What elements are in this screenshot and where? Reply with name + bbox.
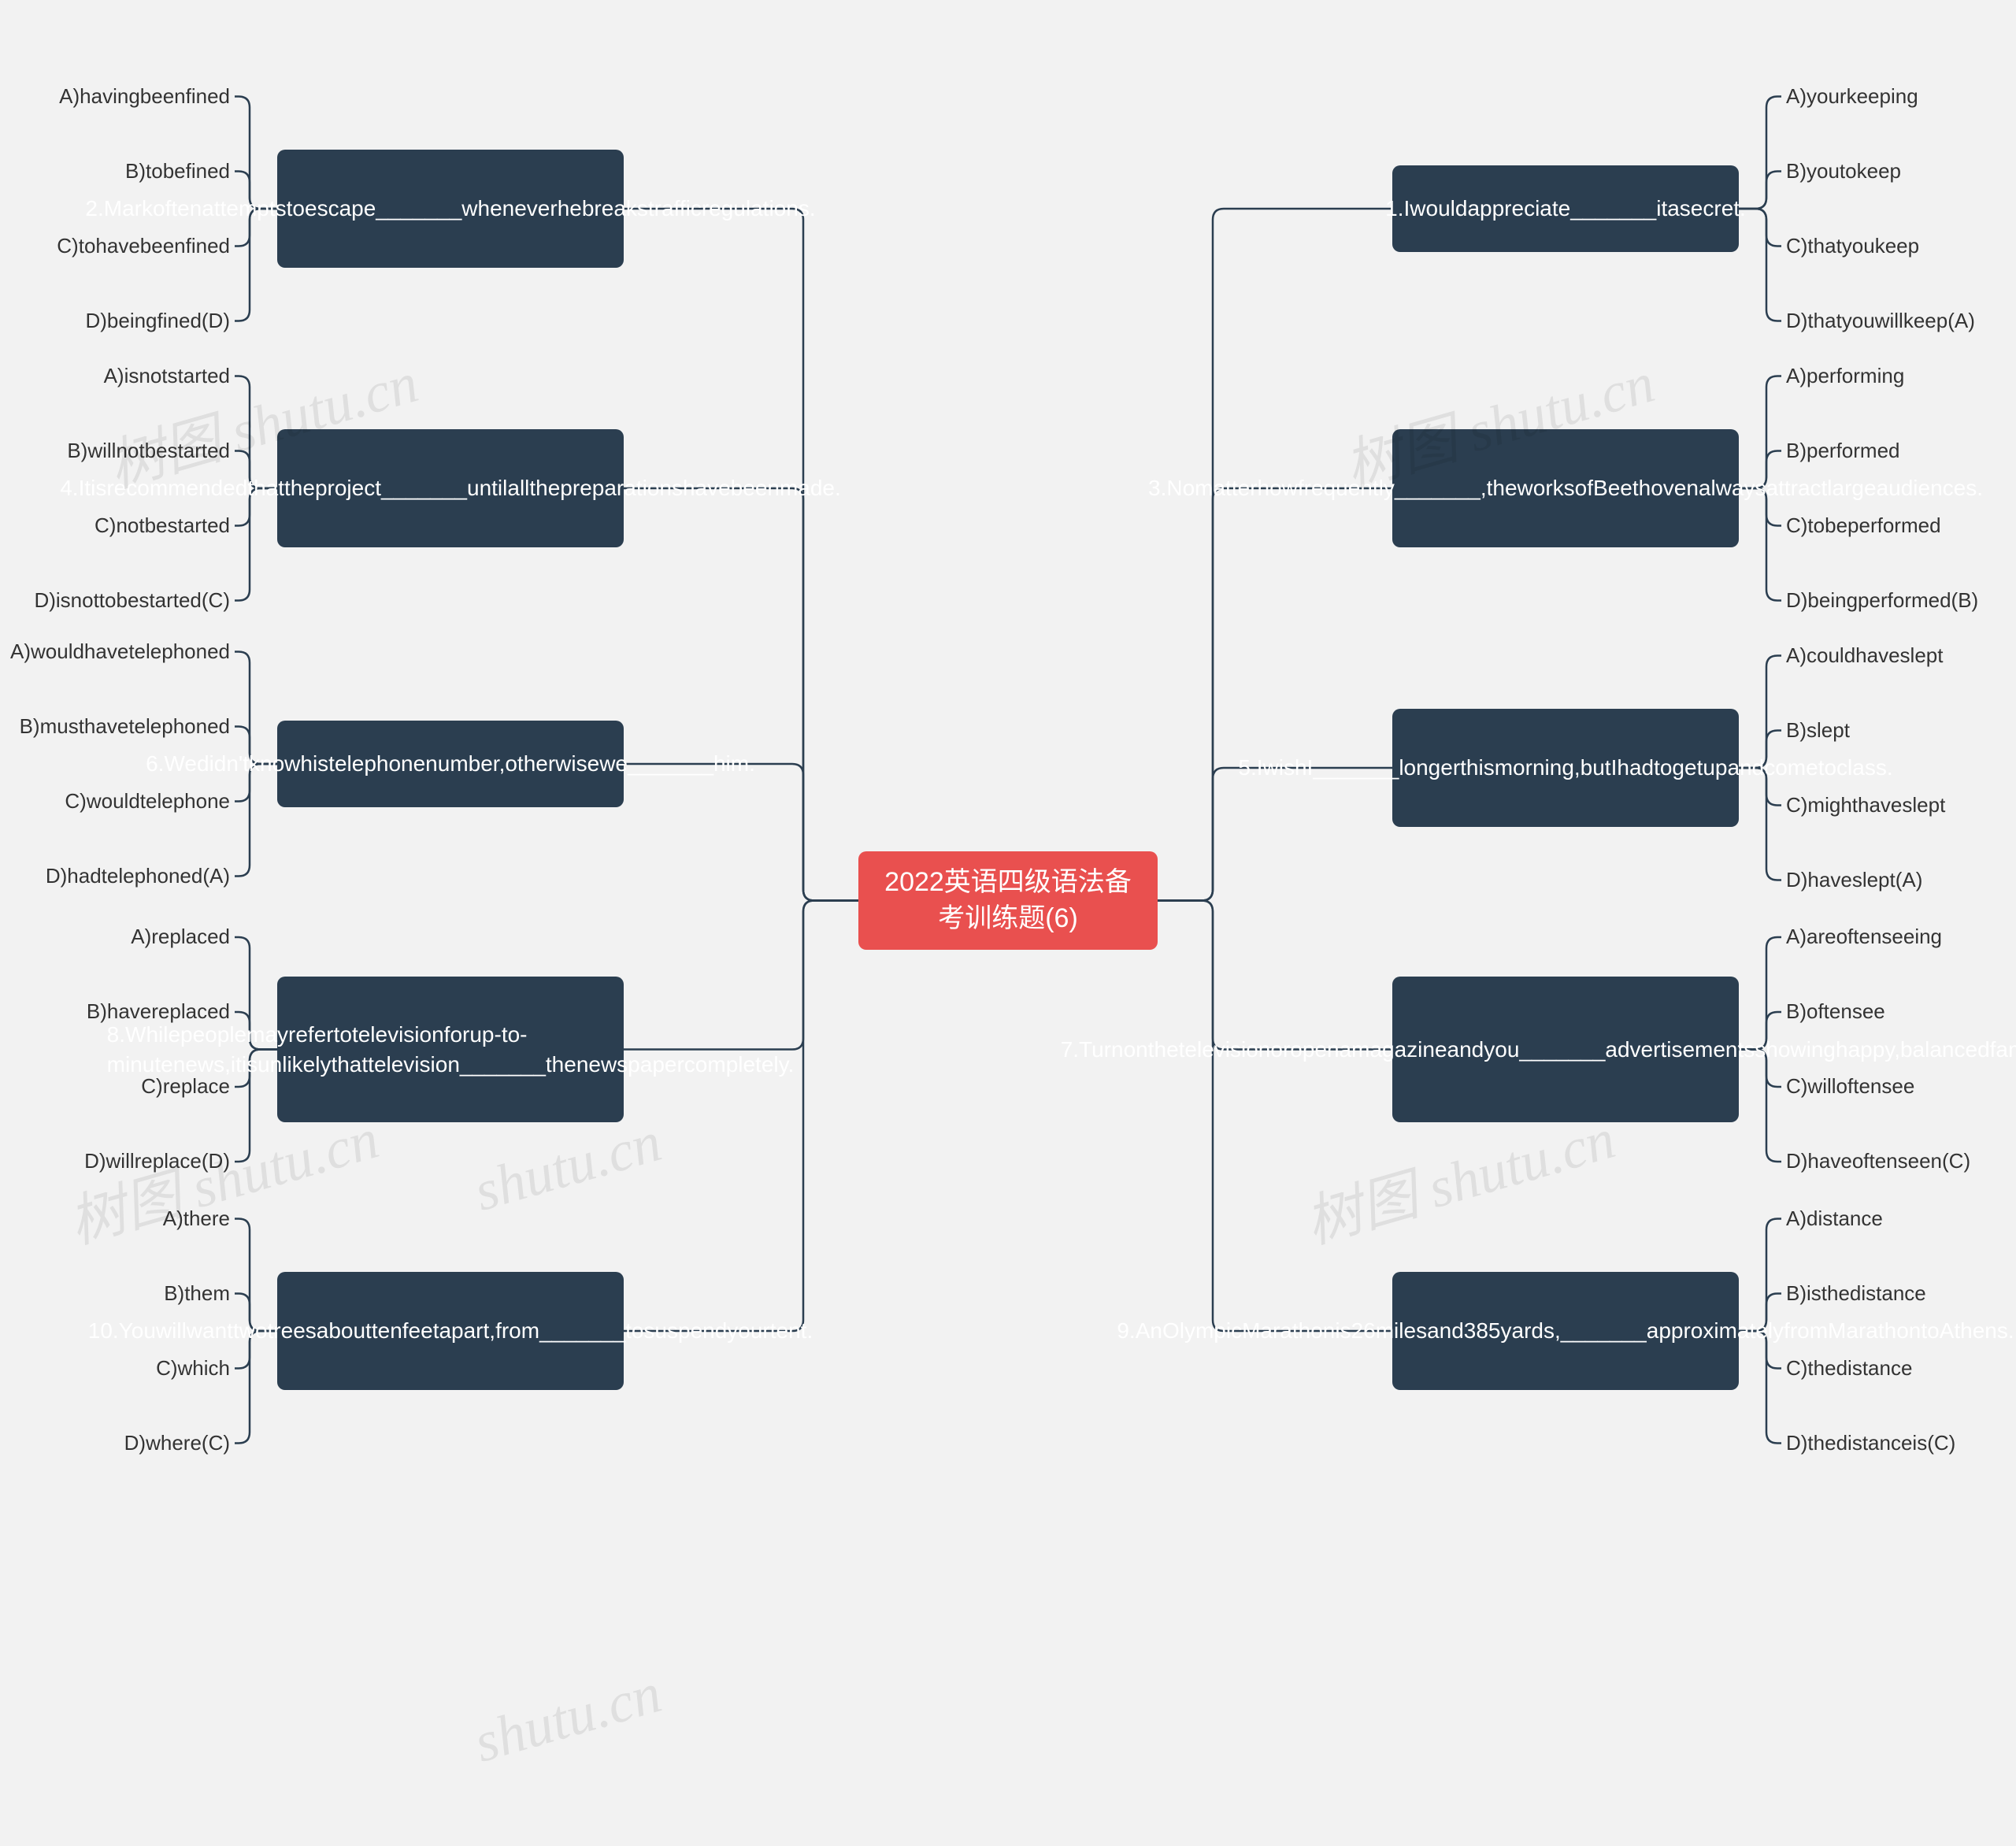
watermark: shutu.cn [467,1109,668,1224]
branch-node: 10.Youwillwanttwotreesabouttenfeetapart,… [277,1272,624,1390]
branch-label: 1.Iwouldappreciate_______itasecret. [1385,194,1746,224]
leaf-node: C)which [156,1356,230,1381]
branch-node: 4.Itisrecommendedthattheproject_______un… [277,429,624,547]
leaf-node: B)performed [1786,439,1900,463]
leaf-node: C)wouldtelephone [65,789,230,814]
leaf-node: B)havereplaced [87,999,230,1024]
leaf-node: D)haveslept(A) [1786,868,1922,892]
branch-label: 3.Nomatterhowfrequently_______,theworkso… [1148,473,1983,503]
leaf-node: A)performing [1786,364,1904,388]
branch-node: 6.Wedidn'tknowhistelephonenumber,otherwi… [277,721,624,807]
leaf-node: B)oftensee [1786,999,1885,1024]
leaf-node: C)willoftensee [1786,1074,1914,1099]
leaf-node: A)yourkeeping [1786,84,1918,109]
leaf-node: A)havingbeenfined [59,84,230,109]
leaf-node: C)mighthaveslept [1786,793,1945,817]
leaf-node: C)notbestarted [94,513,230,538]
leaf-node: C)thedistance [1786,1356,1912,1381]
watermark: shutu.cn [467,1660,668,1775]
branch-node: 7.Turnonthetelevisionoropenamagazineandy… [1392,977,1739,1122]
leaf-node: A)wouldhavetelephoned [10,639,230,664]
branch-label: 10.Youwillwanttwotreesabouttenfeetapart,… [88,1316,813,1346]
branch-node: 8.Whilepeoplemayrefertotelevisionforup-t… [277,977,624,1122]
leaf-node: B)isthedistance [1786,1281,1926,1306]
leaf-node: D)haveoftenseen(C) [1786,1149,1970,1173]
branch-label: 4.Itisrecommendedthattheproject_______un… [60,473,841,503]
leaf-node: B)youtokeep [1786,159,1901,183]
leaf-node: A)there [163,1207,230,1231]
leaf-node: C)tobeperformed [1786,513,1941,538]
leaf-node: D)thatyouwillkeep(A) [1786,309,1975,333]
leaf-node: B)tobefined [125,159,230,183]
leaf-node: A)replaced [131,925,230,949]
branch-label: 2.Markoftenattemptstoescape_______whenev… [85,194,815,224]
leaf-node: B)slept [1786,718,1850,743]
branch-label: 9.AnOlympicMarathonis26milesand385yards,… [1117,1316,2014,1346]
leaf-node: D)where(C) [124,1431,230,1455]
leaf-node: B)musthavetelephoned [20,714,230,739]
leaf-node: A)isnotstarted [104,364,230,388]
leaf-node: A)couldhaveslept [1786,643,1943,668]
leaf-node: C)replace [141,1074,230,1099]
leaf-node: D)beingperformed(B) [1786,588,1978,613]
leaf-node: D)thedistanceis(C) [1786,1431,1955,1455]
branch-label: 7.Turnonthetelevisionoropenamagazineandy… [1061,1035,2016,1065]
branch-label: 8.Whilepeoplemayrefertotelevisionforup-t… [107,1020,795,1080]
branch-node: 1.Iwouldappreciate_______itasecret. [1392,165,1739,252]
leaf-node: D)willreplace(D) [84,1149,230,1173]
branch-label: 5.IwishI_______longerthismorning,butIhad… [1238,753,1892,783]
leaf-node: A)distance [1786,1207,1883,1231]
branch-node: 9.AnOlympicMarathonis26milesand385yards,… [1392,1272,1739,1390]
root-node: 2022英语四级语法备考训练题(6) [858,851,1158,950]
leaf-node: C)thatyoukeep [1786,234,1919,258]
branch-node: 5.IwishI_______longerthismorning,butIhad… [1392,709,1739,827]
leaf-node: B)willnotbestarted [67,439,230,463]
leaf-node: B)them [164,1281,230,1306]
leaf-node: D)isnottobestarted(C) [34,588,230,613]
branch-label: 6.Wedidn'tknowhistelephonenumber,otherwi… [146,749,755,779]
leaf-node: A)areoftenseeing [1786,925,1942,949]
leaf-node: C)tohavebeenfined [57,234,230,258]
leaf-node: D)beingfined(D) [85,309,230,333]
branch-node: 2.Markoftenattemptstoescape_______whenev… [277,150,624,268]
root-label: 2022英语四级语法备考训练题(6) [876,865,1140,937]
leaf-node: D)hadtelephoned(A) [46,864,230,888]
branch-node: 3.Nomatterhowfrequently_______,theworkso… [1392,429,1739,547]
